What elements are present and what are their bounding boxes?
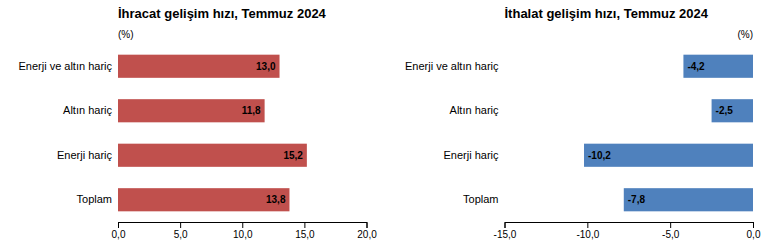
x-tick-label: 20,0: [357, 229, 377, 240]
y-tick: Altın hariç: [450, 104, 499, 116]
x-tick: 0,0: [747, 222, 761, 240]
x-tick-label: -15,0: [494, 229, 517, 240]
x-axis-line: [505, 223, 754, 229]
x-tick: 5,0: [174, 222, 188, 240]
x-axis: 0,0 5,0 10,0 15,0 20,0: [112, 222, 378, 240]
bars: [118, 55, 307, 212]
y-axis: Toplam Enerji hariç Altın hariç Enerji ve a…: [405, 60, 499, 206]
bar: [712, 99, 753, 122]
y-tick-label: Toplam: [77, 193, 112, 205]
data-label: -7,8: [628, 194, 646, 205]
x-tick-mark: [670, 222, 671, 228]
x-tick: 0,0: [112, 222, 126, 240]
y-tick: Toplam: [463, 193, 498, 205]
y-tick-label: Toplam: [463, 193, 498, 205]
x-tick-label: 5,0: [174, 229, 188, 240]
x-tick-label: 0,0: [112, 229, 126, 240]
y-tick-label: Altın hariç: [63, 104, 112, 116]
x-tick-mark: [753, 222, 754, 228]
y-tick-label: Enerji ve altın hariç: [405, 60, 499, 72]
x-tick-mark: [505, 222, 506, 228]
bar: [584, 144, 753, 167]
data-label: 13,8: [266, 194, 286, 205]
figure: 0,0 5,0 10,0 15,0 20,0 Toplam Enerji hariç Altı…: [0, 0, 773, 246]
x-tick: 15,0: [295, 222, 315, 240]
data-label: 11,8: [242, 105, 261, 116]
x-tick-mark: [180, 222, 181, 228]
y-tick: Enerji ve altın hariç: [405, 60, 499, 72]
x-tick-mark: [587, 222, 588, 228]
x-tick-label: -10,0: [576, 229, 599, 240]
x-tick: -15,0: [494, 222, 517, 240]
x-tick: -10,0: [576, 222, 599, 240]
bar: [118, 188, 289, 211]
data-label: -4,2: [687, 61, 705, 72]
y-tick: Altın hariç: [63, 104, 112, 116]
annotation: (%): [118, 29, 134, 40]
annotation: (%): [737, 29, 753, 40]
y-tick-label: Altın hariç: [450, 104, 499, 116]
data-label: -2,5: [716, 105, 734, 116]
x-axis: -15,0 -10,0 -5,0 0,0: [494, 222, 761, 240]
x-tick-label: 0,0: [747, 229, 761, 240]
x-tick-mark: [242, 222, 243, 228]
x-tick: 20,0: [357, 222, 377, 240]
title: İthalat gelişim hızı, Temmuz 2024: [505, 6, 709, 21]
bar: [118, 99, 265, 122]
panel: 0,0 5,0 10,0 15,0 20,0 Toplam Enerji hariç Altı…: [18, 6, 377, 240]
bar: [683, 55, 753, 78]
x-tick-mark: [367, 222, 368, 228]
x-tick-label: 10,0: [233, 229, 253, 240]
x-tick-label: -5,0: [662, 229, 680, 240]
data-labels: -7,8 -10,2 -2,5 -4,2: [588, 61, 733, 206]
y-tick: Enerji hariç: [443, 149, 499, 161]
title: İhracat gelişim hızı, Temmuz 2024: [118, 6, 327, 21]
x-tick-mark: [304, 222, 305, 228]
y-axis: Toplam Enerji hariç Altın hariç Enerji ve a…: [18, 60, 112, 206]
bar: [118, 55, 280, 78]
bar: [118, 144, 307, 167]
y-tick: Enerji hariç: [57, 149, 113, 161]
x-axis-line: [119, 223, 368, 229]
bars: [584, 55, 753, 212]
y-tick: Enerji ve altın hariç: [18, 60, 112, 72]
data-label: 15,2: [283, 150, 303, 161]
bar: [624, 188, 753, 211]
data-label: 13,0: [256, 61, 276, 72]
x-tick: -5,0: [662, 222, 680, 240]
y-tick-label: Enerji ve altın hariç: [18, 60, 112, 72]
data-label: -10,2: [588, 150, 611, 161]
y-tick-label: Enerji hariç: [57, 149, 113, 161]
data-labels: 13,8 15,2 11,8 13,0: [242, 61, 304, 206]
x-tick-mark: [118, 222, 119, 228]
y-tick-label: Enerji hariç: [443, 149, 499, 161]
panel: -15,0 -10,0 -5,0 0,0 Toplam Enerji hariç Altın…: [405, 6, 761, 240]
y-tick: Toplam: [77, 193, 112, 205]
x-tick-label: 15,0: [295, 229, 315, 240]
x-tick: 10,0: [233, 222, 253, 240]
